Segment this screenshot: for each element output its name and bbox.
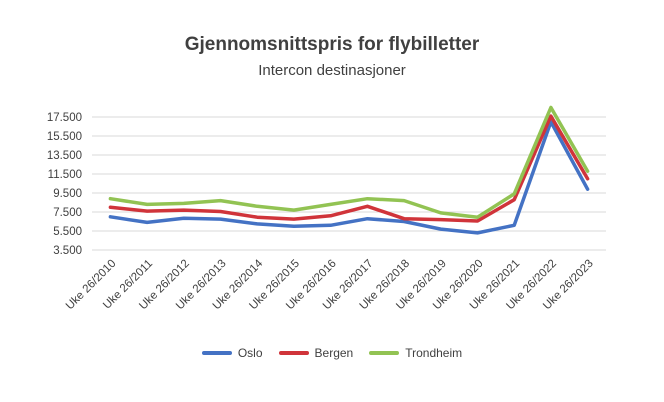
chart-title: Gjennomsnittspris for flybilletter [184, 34, 480, 55]
legend: Oslo Bergen Trondheim [0, 346, 664, 360]
legend-item-oslo: Oslo [201, 346, 263, 360]
y-tick-label: 3.500 [53, 245, 82, 257]
y-tick-label: 13.500 [47, 150, 82, 162]
series-line-trondheim [108, 105, 590, 219]
legend-label-bergen: Bergen [314, 346, 354, 360]
y-tick-label: 15.500 [47, 131, 82, 143]
y-tick-label: 17.500 [47, 112, 82, 124]
legend-swatch-trondheim [369, 351, 400, 355]
series-line-oslo [108, 120, 590, 235]
y-tick-label: 5.500 [53, 226, 82, 238]
y-tick-label: 9.500 [53, 188, 82, 200]
legend-label-trondheim: Trondheim [405, 346, 463, 360]
legend-item-bergen: Bergen [278, 346, 354, 360]
chart-subtitle: Intercon destinasjoner [258, 62, 406, 79]
series-line-bergen [108, 114, 590, 223]
y-tick-label: 7.500 [53, 207, 82, 219]
legend-label-oslo: Oslo [237, 346, 263, 360]
legend-swatch-oslo [201, 351, 232, 355]
legend-swatch-bergen [278, 351, 309, 355]
legend-item-trondheim: Trondheim [369, 346, 462, 360]
y-tick-label: 11.500 [48, 169, 82, 181]
